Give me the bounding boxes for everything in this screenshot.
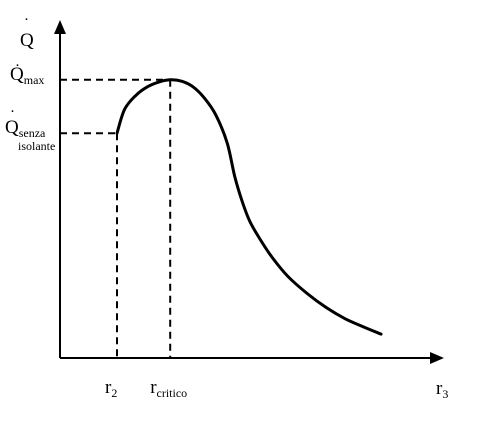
y-axis-label-dot: · [24,12,29,28]
x-axis-arrow [430,352,444,364]
q-senza-isolante-label-dot: · [10,104,15,120]
q-senza-isolante-label: Qsenza [5,117,46,140]
y-axis-label: Q [20,30,34,51]
heat-flow-curve [115,78,383,336]
q-max-label-dot: · [15,58,20,74]
y-axis-arrow [54,20,66,34]
q-max-label: Qmax [10,64,44,87]
guide-lines [60,78,172,358]
r2-tick-label: r2 [105,377,117,400]
axis-labels: · Q r3 · Qsenza isolante · Qmax r2 rcrit… [5,12,448,401]
q-senza-isolante-label-sub: isolante [18,139,55,153]
x-axis-label: r3 [436,378,448,401]
axes [54,20,444,364]
r-critico-tick-label: rcritico [150,377,187,400]
